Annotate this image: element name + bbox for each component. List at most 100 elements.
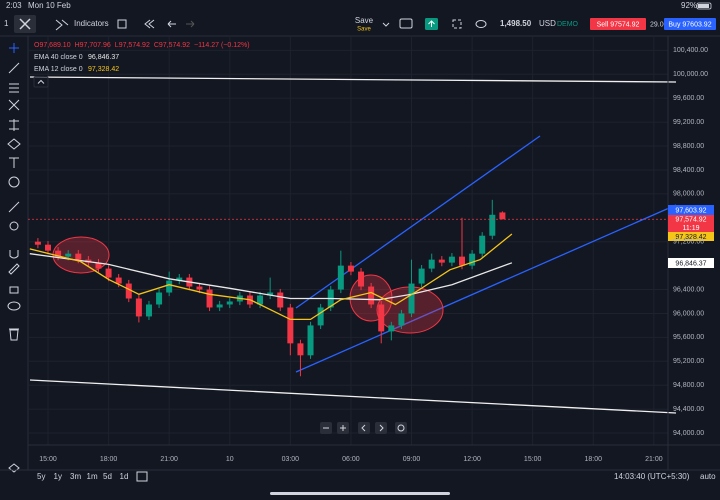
- candle-body: [388, 325, 395, 332]
- icon-tool[interactable]: [8, 176, 20, 188]
- y-tick-label: 94,400.00: [673, 406, 704, 413]
- clock: 14:03:40 (UTC+5:30): [614, 472, 690, 481]
- candle-body: [65, 253, 72, 257]
- last-price: 97,574.92: [675, 216, 706, 223]
- x-tick-label: 15:00: [524, 456, 542, 463]
- status-date: Mon 10 Feb: [28, 1, 71, 10]
- ema-legend-value: 97,328.42: [88, 66, 119, 73]
- pattern-tool[interactable]: [8, 99, 20, 111]
- snapshot-button[interactable]: [399, 18, 413, 29]
- buy-price-tag: [668, 205, 714, 215]
- candle-body: [438, 259, 445, 263]
- save-button[interactable]: Save: [355, 16, 374, 25]
- scroll-right[interactable]: [375, 422, 387, 434]
- watch-button[interactable]: [475, 20, 487, 28]
- nav-buttons: [320, 422, 407, 434]
- candle-body: [347, 265, 354, 272]
- y-tick-label: 95,200.00: [673, 358, 704, 365]
- replay-button[interactable]: [144, 19, 155, 29]
- range-button[interactable]: 1y: [54, 472, 62, 481]
- prediction-tool[interactable]: [9, 119, 19, 131]
- x-tick-label: 18:00: [100, 456, 118, 463]
- candle-body: [135, 298, 142, 317]
- candle-body: [277, 292, 284, 308]
- candle-body: [166, 280, 173, 293]
- buy-button[interactable]: [664, 18, 716, 30]
- collapse-icon: [37, 79, 45, 84]
- delete-tool[interactable]: [9, 328, 19, 341]
- y-tick-label: 97,200.00: [673, 239, 704, 246]
- ohlc-value: −114.27 (−0.12%): [194, 42, 250, 49]
- buy-label: Buy 97603.92: [668, 21, 711, 28]
- plot-area: [28, 36, 668, 445]
- candle-body: [176, 277, 183, 281]
- y-tick-label: 100,000.00: [673, 71, 708, 78]
- candle-body: [125, 283, 132, 299]
- lock-tool[interactable]: [9, 286, 19, 294]
- fib-tool[interactable]: [9, 83, 19, 93]
- channel-upper[interactable]: [295, 135, 541, 309]
- candle-body: [499, 212, 506, 220]
- scroll-left[interactable]: [358, 422, 370, 434]
- redo-button[interactable]: [186, 20, 195, 28]
- measure-tool[interactable]: [8, 201, 20, 213]
- candle-body: [257, 295, 264, 305]
- candle-body: [206, 289, 213, 308]
- channel-lower[interactable]: [295, 204, 677, 373]
- save-menu[interactable]: [382, 22, 390, 27]
- range-button[interactable]: 5d: [103, 472, 112, 481]
- candle-body: [337, 265, 344, 290]
- ohlc-value: C97,574.92: [154, 42, 190, 49]
- y-tick-label: 98,800.00: [673, 143, 704, 150]
- candle-body: [469, 253, 476, 266]
- candle-body: [156, 292, 163, 305]
- range-button[interactable]: 1d: [120, 472, 129, 481]
- object-tree[interactable]: [8, 463, 20, 473]
- ema40-price: 96,846.37: [675, 260, 706, 267]
- status-time: 2:03: [6, 1, 22, 10]
- shape-tool[interactable]: [7, 138, 21, 150]
- publish-icon: [428, 20, 435, 27]
- bar-countdown: 11:19: [683, 225, 700, 232]
- x-tick-label: 10: [226, 456, 234, 463]
- text-tool[interactable]: [9, 157, 19, 168]
- crosshair-tool[interactable]: [9, 43, 19, 53]
- scale-mode[interactable]: auto: [700, 472, 716, 481]
- candle-body: [428, 259, 435, 269]
- lock-draw-tool[interactable]: [8, 263, 20, 275]
- support-line[interactable]: [29, 379, 677, 414]
- candle-body: [448, 256, 455, 263]
- buy-price: 97,603.92: [675, 207, 706, 214]
- range-button[interactable]: 1m: [87, 472, 98, 481]
- y-tick-label: 98,000.00: [673, 191, 704, 198]
- magnet-tool[interactable]: [9, 250, 19, 259]
- ema40-tag: [668, 258, 714, 268]
- y-tick-label: 94,000.00: [673, 430, 704, 437]
- drawing-tools: [7, 43, 21, 473]
- reset-view[interactable]: [395, 422, 407, 434]
- candle-body: [34, 241, 41, 245]
- layout-button[interactable]: [117, 19, 127, 29]
- undo-button[interactable]: [167, 20, 176, 28]
- close-icon: [19, 18, 31, 30]
- indicators-button[interactable]: Indicators: [74, 19, 109, 28]
- resistance-line[interactable]: [29, 76, 677, 83]
- interval-button[interactable]: 1: [4, 19, 9, 28]
- range-button[interactable]: 5y: [37, 472, 45, 481]
- x-tick-label: 21:00: [645, 456, 663, 463]
- sell-button[interactable]: [590, 18, 646, 30]
- legend-collapse[interactable]: [33, 76, 49, 88]
- y-tick-label: 99,600.00: [673, 95, 704, 102]
- fullscreen-button[interactable]: [452, 19, 462, 29]
- x-tick-label: 18:00: [585, 456, 603, 463]
- range-button[interactable]: 3m: [70, 472, 81, 481]
- date-range-button[interactable]: [136, 471, 148, 482]
- candle-body: [408, 283, 415, 314]
- hide-tool[interactable]: [7, 301, 21, 311]
- candle-body: [145, 304, 152, 317]
- trendline-tool[interactable]: [8, 62, 20, 74]
- candle-body: [378, 304, 385, 332]
- candle-body: [459, 256, 466, 266]
- zoom-tool[interactable]: [9, 221, 19, 231]
